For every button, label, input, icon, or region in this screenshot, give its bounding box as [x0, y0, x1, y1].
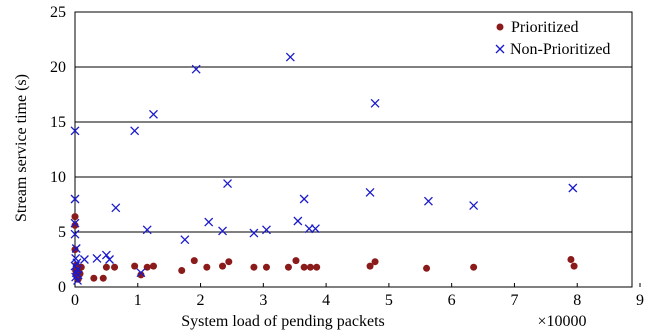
data-point-non-prioritized	[299, 194, 309, 204]
legend-label-prioritized: Prioritized	[511, 19, 579, 36]
y-axis-ticks: 0 5 10 15 20 25	[50, 4, 79, 296]
data-point-non-prioritized	[70, 194, 80, 204]
data-point-prioritized	[423, 264, 431, 272]
data-point-prioritized	[90, 274, 98, 282]
data-point-non-prioritized	[310, 224, 320, 234]
data-points	[70, 52, 578, 285]
data-point-non-prioritized	[204, 217, 214, 227]
data-point-non-prioritized	[293, 216, 303, 226]
data-point-non-prioritized	[218, 226, 227, 236]
data-point-prioritized	[149, 262, 157, 270]
data-point-non-prioritized	[304, 224, 314, 234]
data-point-prioritized	[313, 263, 321, 271]
data-point-non-prioritized	[136, 268, 146, 278]
data-point-non-prioritized	[262, 225, 271, 235]
data-point-non-prioritized	[568, 183, 578, 193]
x-tick-label: 8	[573, 292, 581, 309]
x-axis-label: System load of pending packets	[181, 313, 385, 330]
data-point-non-prioritized	[285, 52, 295, 62]
data-point-prioritized	[71, 213, 79, 221]
y-tick-label: 25	[50, 4, 66, 21]
data-point-non-prioritized	[71, 244, 81, 253]
data-point-prioritized	[292, 257, 300, 265]
x-tick-label: 0	[71, 292, 79, 309]
data-point-prioritized	[225, 258, 233, 266]
y-tick-label: 5	[58, 224, 66, 241]
data-point-prioritized	[71, 221, 79, 229]
data-point-prioritized	[219, 262, 227, 270]
plot-area-frame	[74, 11, 633, 288]
x-tick-label: 3	[259, 292, 267, 309]
data-point-non-prioritized	[223, 179, 233, 189]
x-tick-label: 7	[510, 292, 518, 309]
data-point-prioritized	[366, 262, 374, 270]
y-tick-label: 10	[50, 169, 66, 186]
data-point-prioritized	[262, 263, 270, 271]
data-point-prioritized	[203, 263, 211, 271]
legend-marker-non-prioritized	[495, 44, 505, 54]
data-point-non-prioritized	[130, 126, 140, 136]
data-point-non-prioritized	[92, 253, 102, 263]
data-point-non-prioritized	[149, 109, 158, 119]
legend: Prioritized Non-Prioritized	[495, 19, 610, 58]
data-point-non-prioritized	[70, 229, 80, 239]
data-point-prioritized	[567, 256, 575, 263]
y-tick-label: 0	[58, 279, 66, 296]
data-point-non-prioritized	[142, 225, 152, 235]
data-point-non-prioritized	[191, 64, 201, 74]
y-tick-label: 15	[50, 114, 66, 131]
x-tick-label: 1	[134, 292, 142, 309]
x-axis-ticks: 0 1 2 3 4 5 6 7 8 9	[71, 283, 644, 309]
data-point-non-prioritized	[101, 250, 111, 260]
data-point-non-prioritized	[180, 235, 190, 245]
y-axis-label: Stream service time (s)	[13, 74, 30, 222]
data-point-prioritized	[131, 262, 139, 270]
legend-marker-prioritized	[496, 23, 504, 31]
data-point-prioritized	[143, 263, 151, 271]
data-point-prioritized	[371, 258, 379, 266]
data-point-non-prioritized	[70, 218, 80, 228]
data-point-non-prioritized	[370, 98, 380, 108]
data-point-prioritized	[99, 274, 107, 282]
data-point-prioritized	[178, 267, 186, 274]
data-point-prioritized	[470, 263, 478, 271]
data-point-prioritized	[137, 271, 145, 279]
x-axis-multiplier: ×10000	[537, 313, 586, 330]
data-point-prioritized	[250, 263, 258, 271]
gridlines	[75, 66, 632, 233]
data-point-prioritized	[111, 263, 119, 271]
data-point-non-prioritized	[365, 187, 375, 197]
data-point-prioritized	[284, 263, 292, 271]
legend-label-non-prioritized: Non-Prioritized	[510, 41, 610, 58]
data-point-non-prioritized	[73, 275, 82, 285]
x-tick-label: 6	[448, 292, 456, 309]
data-point-non-prioritized	[423, 196, 433, 206]
x-tick-label: 9	[636, 292, 644, 309]
data-point-prioritized	[306, 263, 314, 271]
data-point-prioritized	[570, 262, 578, 270]
x-tick-label: 2	[197, 292, 205, 309]
x-tick-label: 5	[385, 292, 393, 309]
data-point-non-prioritized	[469, 201, 479, 211]
data-point-prioritized	[190, 257, 198, 265]
data-point-non-prioritized	[105, 255, 114, 264]
data-point-prioritized	[300, 263, 308, 271]
x-tick-label: 4	[322, 292, 330, 309]
data-point-non-prioritized	[70, 126, 80, 136]
data-point-non-prioritized	[111, 203, 121, 213]
data-point-non-prioritized	[79, 255, 89, 264]
data-point-non-prioritized	[249, 228, 259, 238]
y-tick-label: 20	[50, 59, 66, 76]
data-point-prioritized	[102, 263, 110, 271]
